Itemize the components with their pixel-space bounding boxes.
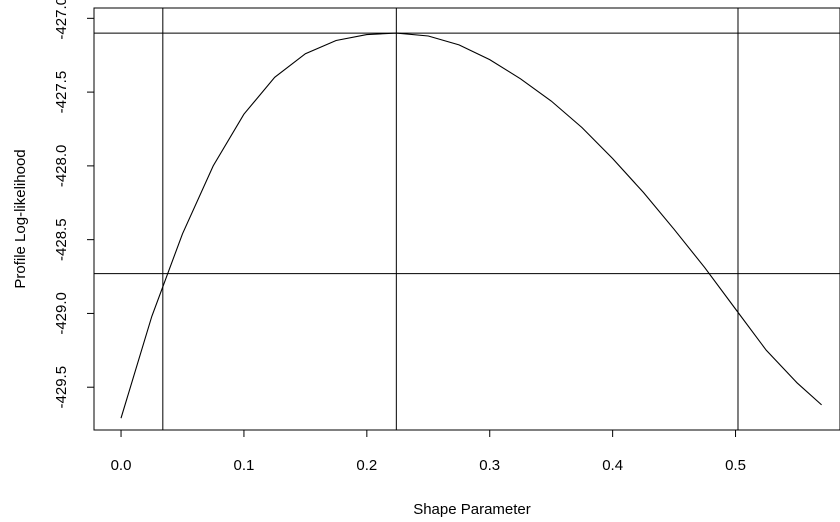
- x-axis-label: Shape Parameter: [413, 501, 531, 518]
- y-tick-label: -429.0: [53, 292, 70, 335]
- plot-area: [93, 7, 840, 431]
- x-axis: 0.0 0.1 0.2 0.3 0.4 0.5: [111, 430, 746, 474]
- x-tick-label: 0.0: [111, 457, 132, 474]
- x-tick-label: 0.2: [356, 457, 377, 474]
- y-tick-label: -428.5: [53, 218, 70, 261]
- plot-frame: [93, 7, 840, 431]
- y-axis-label: Profile Log-likelihood: [12, 149, 29, 288]
- likelihood-curve: [120, 32, 822, 419]
- x-tick-label: 0.5: [725, 457, 746, 474]
- x-tick-label: 0.1: [234, 457, 255, 474]
- y-axis: -427.0 -427.5 -428.0 -428.5 -429.0 -429.5: [53, 0, 94, 408]
- y-tick-label: -428.0: [53, 145, 70, 188]
- y-tick-label: -427.5: [53, 71, 70, 114]
- x-tick-label: 0.4: [602, 457, 623, 474]
- y-tick-label: -427.0: [53, 0, 70, 40]
- x-tick-label: 0.3: [479, 457, 500, 474]
- y-tick-label: -429.5: [53, 366, 70, 409]
